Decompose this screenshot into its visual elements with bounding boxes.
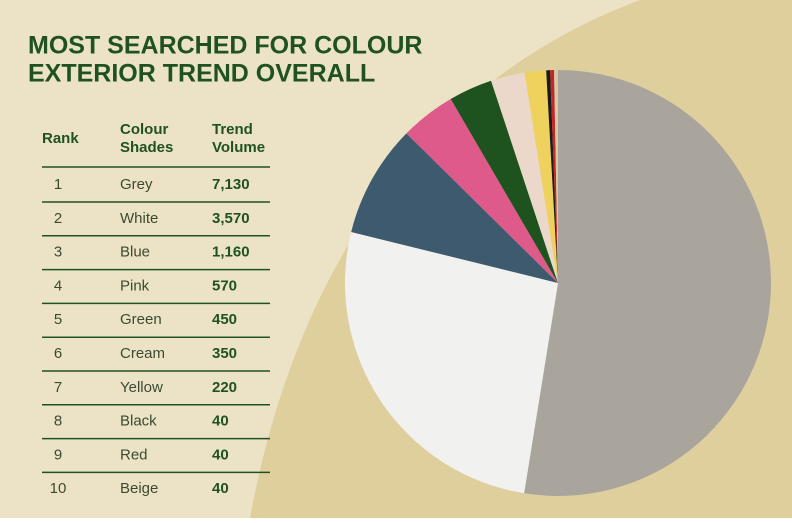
trend-volume: 40 [212,413,229,430]
column-header: Shades [120,139,173,156]
rank: 1 [54,176,62,193]
trend-volume: 3,570 [212,210,250,227]
pie-slice [344,231,558,494]
pie-slice [406,98,558,284]
colour-name: Black [120,413,157,430]
colour-name: White [120,210,158,227]
trend-volume: 570 [212,277,237,294]
pie-slice [554,70,558,283]
pie-slice [546,70,558,283]
column-header: Colour [120,121,168,138]
pie-slice [450,80,558,283]
trend-volume: 40 [212,480,229,497]
column-header: Trend [212,121,253,138]
chart-title: EXTERIOR TREND OVERALL [28,60,375,88]
colour-name: Red [120,446,148,463]
pie-slice [351,133,558,283]
rank: 8 [54,413,62,430]
rank: 4 [54,277,62,294]
rank: 2 [54,210,62,227]
column-header: Volume [212,139,265,156]
colour-name: Yellow [120,379,163,396]
colour-name: Beige [120,480,158,497]
trend-volume: 350 [212,345,237,362]
colour-name: Pink [120,277,150,294]
rank: 3 [54,244,62,261]
colour-name: Green [120,311,162,328]
colour-name: Grey [120,176,153,193]
colour-name: Cream [120,345,165,362]
trend-volume: 40 [212,446,229,463]
trend-volume: 7,130 [212,176,250,193]
rank: 6 [54,345,62,362]
rank: 9 [54,446,62,463]
rank: 10 [50,480,67,497]
pie-slice [524,70,772,497]
pie-slice [524,70,558,283]
chart-title: MOST SEARCHED FOR COLOUR [28,32,422,60]
pie-slice [491,72,558,283]
trend-volume: 220 [212,379,237,396]
rank: 7 [54,379,62,396]
pie-slice [550,70,558,283]
rank: 5 [54,311,62,328]
trend-volume: 1,160 [212,244,250,261]
column-header: Rank [42,130,79,147]
colour-name: Blue [120,244,150,261]
trend-volume: 450 [212,311,237,328]
